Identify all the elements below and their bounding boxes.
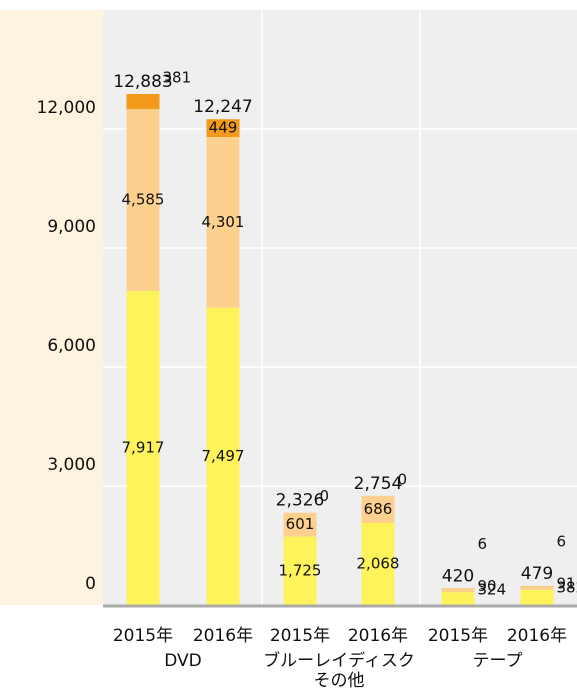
total-label: 479 xyxy=(521,564,553,584)
x-tick-label: 2015年 xyxy=(113,626,173,646)
value-label: 90 xyxy=(478,577,497,595)
axis-panel xyxy=(0,10,103,605)
value-label: 1,725 xyxy=(279,561,322,579)
value-label: 6 xyxy=(478,535,488,553)
y-tick-label: 9,000 xyxy=(47,217,96,237)
y-tick-label: 12,000 xyxy=(37,98,96,118)
x-tick-label: 2015年 xyxy=(270,626,330,646)
bar-segment xyxy=(206,119,240,138)
total-label: 420 xyxy=(442,566,474,586)
value-label: 686 xyxy=(364,500,393,518)
value-label: 324 xyxy=(478,581,507,599)
x-tick-label: 2016年 xyxy=(348,626,408,646)
x-tick-label: 2016年 xyxy=(507,626,567,646)
bar-segment xyxy=(361,495,395,523)
plot-area xyxy=(103,10,577,605)
bar-segment xyxy=(283,536,317,605)
value-label: 0 xyxy=(398,470,408,488)
value-label: 4,301 xyxy=(202,213,245,231)
bar-segment xyxy=(441,592,475,605)
bar-segment xyxy=(283,512,317,537)
bar-segment xyxy=(126,109,160,291)
value-label: 4,585 xyxy=(122,191,165,209)
y-tick-label: 6,000 xyxy=(47,336,96,356)
bar-segment xyxy=(520,586,554,590)
value-label: 7,497 xyxy=(202,447,245,465)
group-label: DVD xyxy=(164,651,202,671)
value-label: 91 xyxy=(557,575,576,593)
group-label: テープ xyxy=(473,651,523,671)
x-tick-label: 2015年 xyxy=(428,626,488,646)
y-tick-label: 3,000 xyxy=(47,455,96,475)
value-label: 449 xyxy=(209,119,238,137)
bar-segment xyxy=(206,137,240,308)
bar-segment xyxy=(441,588,475,593)
value-label: 0 xyxy=(320,487,330,505)
total-label: 12,883 xyxy=(113,72,172,92)
value-label: 381 xyxy=(163,68,192,86)
bar-segment xyxy=(126,290,160,605)
bar-segment xyxy=(361,522,395,605)
group-label: その他 xyxy=(314,671,365,689)
group-label: ブルーレイディスク xyxy=(263,650,415,671)
x-tick-label: 2016年 xyxy=(193,626,253,646)
bar-segment xyxy=(520,589,554,605)
bar-segment xyxy=(206,307,240,605)
total-label: 2,754 xyxy=(354,474,403,494)
value-label: 382 xyxy=(557,578,577,596)
value-label: 2,068 xyxy=(357,554,400,572)
total-label: 12,247 xyxy=(193,97,252,117)
total-label: 2,326 xyxy=(276,491,325,511)
value-label: 7,917 xyxy=(122,438,165,456)
value-label: 6 xyxy=(557,532,567,550)
value-label: 601 xyxy=(286,515,315,533)
y-tick-label: 0 xyxy=(85,574,96,594)
bar-segment xyxy=(126,93,160,110)
